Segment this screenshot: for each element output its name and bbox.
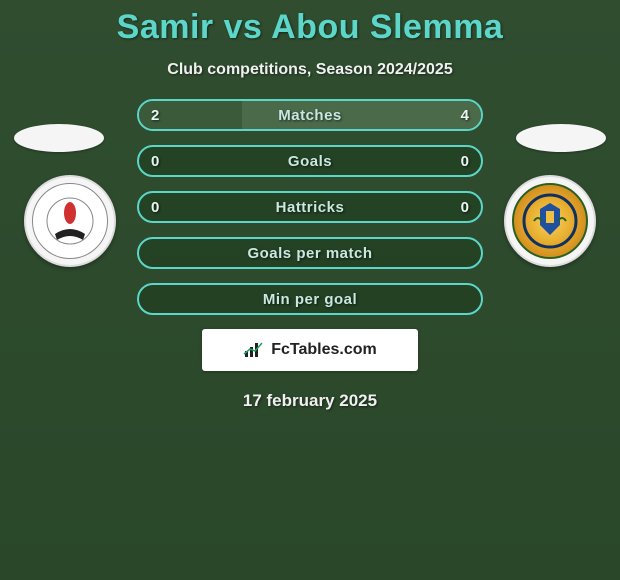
right-club-badge — [504, 175, 596, 267]
page-title: Samir vs Abou Slemma — [0, 0, 620, 47]
subtitle: Club competitions, Season 2024/2025 — [0, 61, 620, 79]
stat-label: Goals — [139, 147, 481, 175]
club-crest-right-icon — [520, 191, 580, 251]
stat-row: 24Matches — [137, 99, 483, 131]
stat-label: Hattricks — [139, 193, 481, 221]
watermark-text: FcTables.com — [271, 341, 377, 359]
date-label: 17 february 2025 — [0, 391, 620, 411]
club-crest-left-icon — [45, 196, 95, 246]
stat-label: Min per goal — [139, 285, 481, 313]
left-badge-inner — [32, 183, 108, 259]
watermark: FcTables.com — [202, 329, 418, 371]
stats-bars: 24Matches 00Goals 00Hattricks Goals per mat… — [137, 99, 483, 315]
stat-row: Min per goal — [137, 283, 483, 315]
stat-row: 00Hattricks — [137, 191, 483, 223]
right-badge-inner — [512, 183, 588, 259]
chart-icon — [243, 341, 265, 359]
right-name-pill — [516, 124, 606, 152]
stat-label: Matches — [139, 101, 481, 129]
stat-label: Goals per match — [139, 239, 481, 267]
stat-row: 00Goals — [137, 145, 483, 177]
left-name-pill — [14, 124, 104, 152]
stat-row: Goals per match — [137, 237, 483, 269]
left-club-badge — [24, 175, 116, 267]
